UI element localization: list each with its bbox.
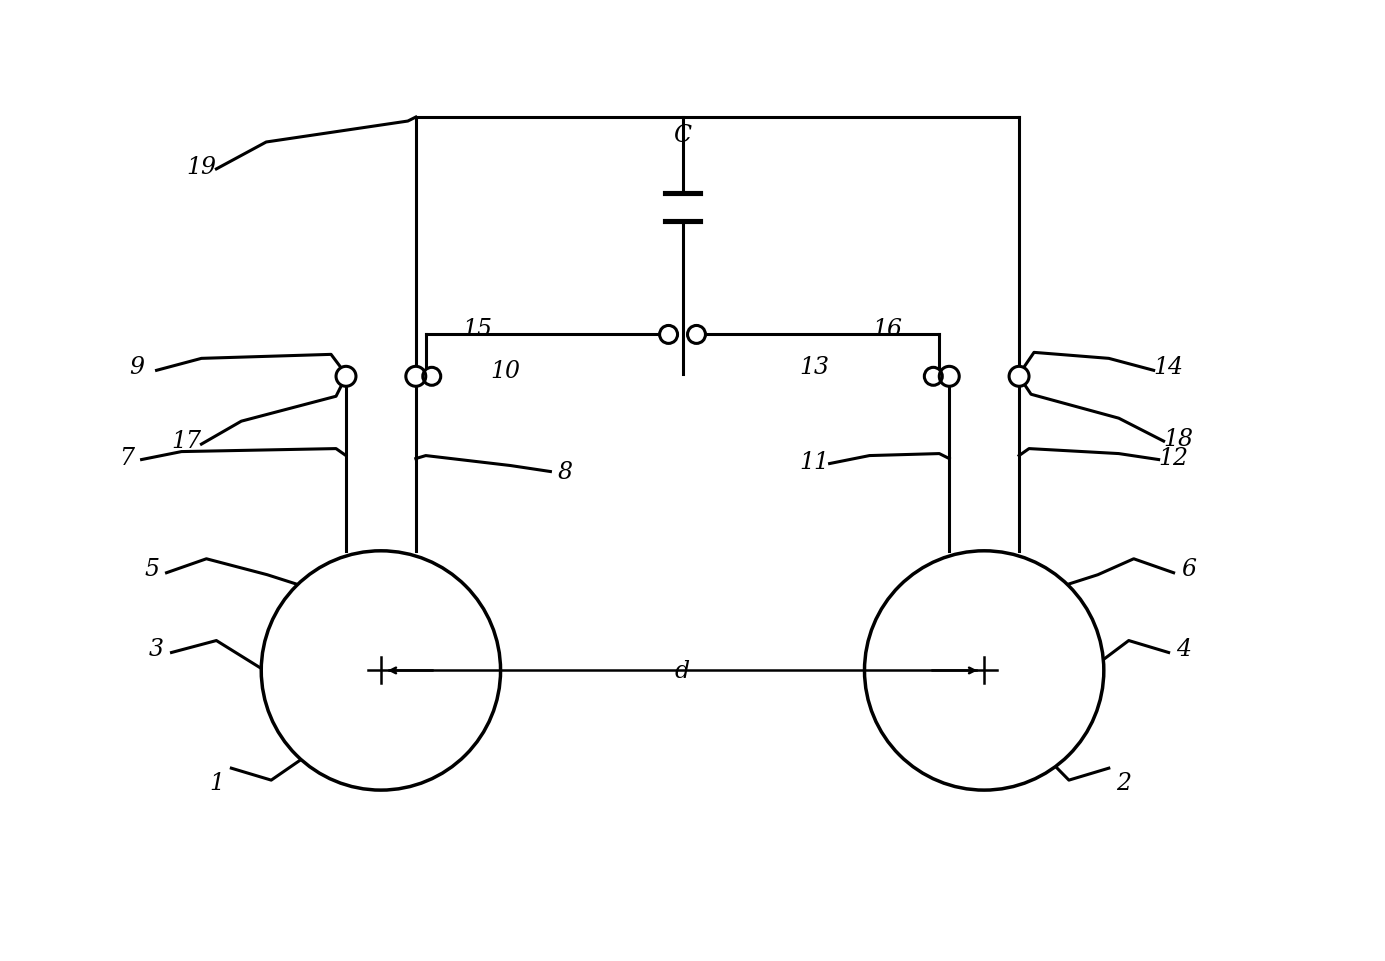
Text: 9: 9 bbox=[129, 356, 144, 379]
Circle shape bbox=[355, 645, 407, 697]
Text: 17: 17 bbox=[172, 430, 201, 452]
Circle shape bbox=[939, 367, 960, 387]
Text: d: d bbox=[674, 659, 690, 682]
Circle shape bbox=[337, 367, 356, 387]
Text: 16: 16 bbox=[873, 317, 903, 340]
Circle shape bbox=[946, 633, 1022, 708]
Circle shape bbox=[864, 552, 1104, 790]
Circle shape bbox=[892, 579, 1076, 762]
Text: 4: 4 bbox=[1176, 637, 1191, 660]
Text: 8: 8 bbox=[558, 460, 573, 483]
Text: 15: 15 bbox=[463, 317, 493, 340]
Text: 11: 11 bbox=[799, 451, 830, 474]
Circle shape bbox=[289, 579, 472, 762]
Text: 5: 5 bbox=[144, 557, 159, 580]
Circle shape bbox=[262, 552, 500, 790]
Circle shape bbox=[920, 606, 1048, 735]
Text: 2: 2 bbox=[1116, 771, 1132, 794]
Text: 1: 1 bbox=[209, 771, 224, 794]
Circle shape bbox=[687, 326, 705, 344]
Text: 10: 10 bbox=[490, 359, 521, 382]
Text: 3: 3 bbox=[150, 637, 163, 660]
Text: 18: 18 bbox=[1163, 428, 1194, 450]
Circle shape bbox=[924, 368, 942, 386]
Circle shape bbox=[1010, 367, 1029, 387]
Circle shape bbox=[343, 633, 418, 708]
Circle shape bbox=[958, 645, 1010, 697]
Text: 7: 7 bbox=[119, 447, 134, 470]
Text: 14: 14 bbox=[1154, 356, 1184, 379]
Circle shape bbox=[316, 606, 446, 735]
Text: 12: 12 bbox=[1159, 447, 1188, 470]
Text: 19: 19 bbox=[187, 157, 216, 179]
Circle shape bbox=[406, 367, 425, 387]
Text: 6: 6 bbox=[1181, 557, 1197, 580]
Text: C: C bbox=[673, 124, 691, 147]
Text: 13: 13 bbox=[799, 356, 830, 379]
Circle shape bbox=[422, 368, 440, 386]
Circle shape bbox=[659, 326, 677, 344]
